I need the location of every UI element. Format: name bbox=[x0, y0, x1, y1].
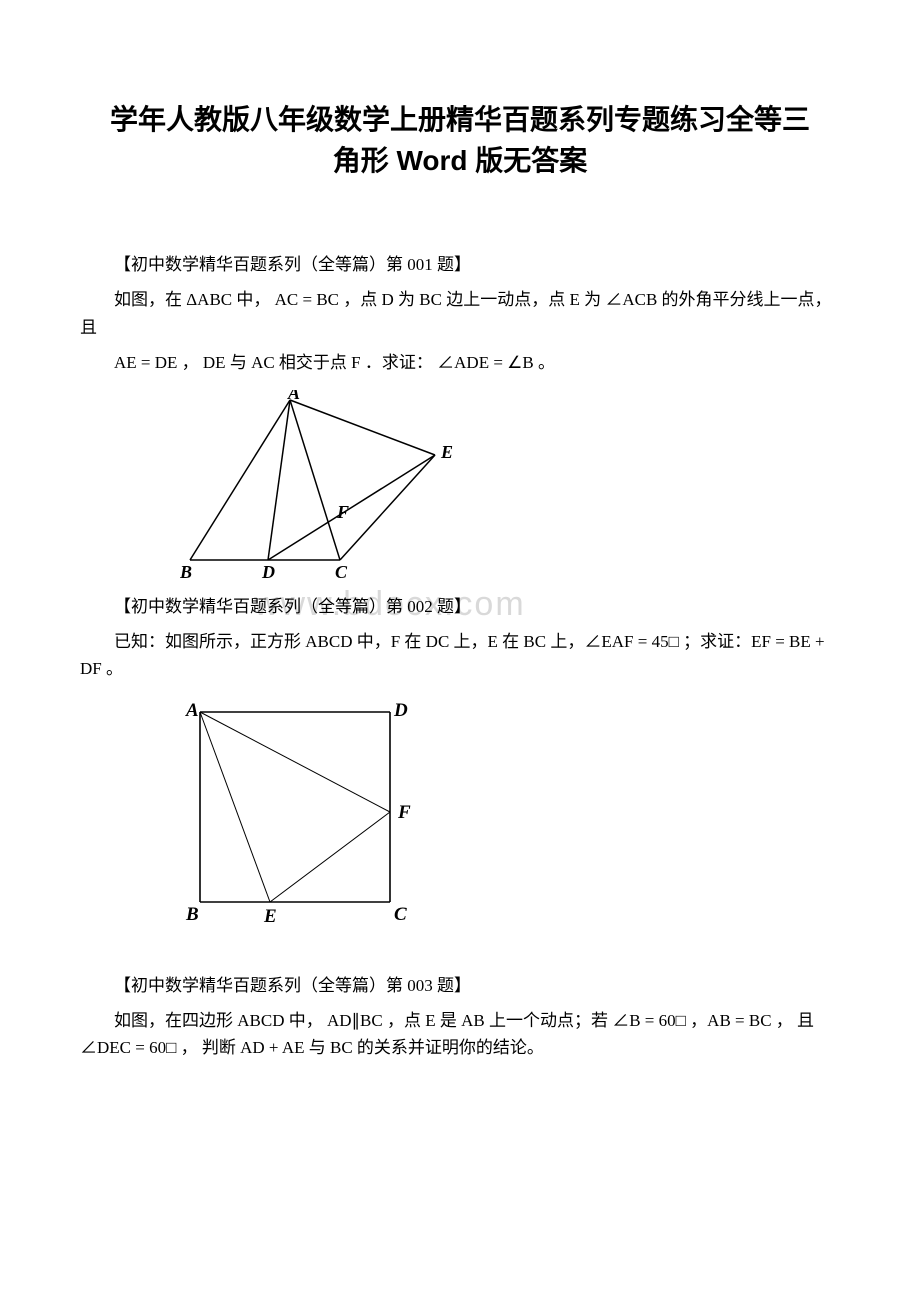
svg-text:B: B bbox=[185, 904, 199, 925]
svg-text:C: C bbox=[335, 562, 348, 580]
degree-box-3: □ bbox=[166, 1038, 176, 1057]
q002-p1: 已知：如图所示，正方形 ABCD 中，F 在 DC 上，E 在 BC 上，∠EA… bbox=[80, 628, 840, 682]
figure-1: A B C D E F bbox=[180, 390, 840, 585]
svg-text:D: D bbox=[261, 562, 275, 580]
title-line-1: 学年人教版八年级数学上册精华百题系列专题练习全等三 bbox=[110, 104, 810, 135]
q002-p1-a: 已知：如图所示，正方形 ABCD 中，F 在 DC 上，E 在 BC 上，∠EA… bbox=[114, 632, 669, 651]
q003-p1-c: ， 判断 AD + AE 与 BC 的关系并证明你的结论。 bbox=[176, 1038, 544, 1057]
svg-text:F: F bbox=[397, 802, 411, 823]
svg-text:C: C bbox=[394, 904, 407, 925]
document-title: 学年人教版八年级数学上册精华百题系列专题练习全等三 角形 Word 版无答案 bbox=[80, 100, 840, 181]
figure-2-svg: A D B C E F bbox=[180, 697, 430, 927]
degree-box-1: □ bbox=[669, 632, 679, 651]
svg-text:B: B bbox=[180, 562, 192, 580]
figure-2: A D B C E F bbox=[180, 697, 840, 932]
q001-p1: 如图，在 ΔABC 中， AC = BC ，点 D 为 BC 边上一动点，点 E… bbox=[80, 286, 840, 340]
q003-p1: 如图，在四边形 ABCD 中， AD∥BC ，点 E 是 AB 上一个动点；若 … bbox=[80, 1007, 840, 1061]
q001-header: 【初中数学精华百题系列（全等篇）第 001 题】 bbox=[80, 251, 840, 278]
figure-1-svg: A B C D E F bbox=[180, 390, 480, 580]
q002-header: 【初中数学精华百题系列（全等篇）第 002 题】 bbox=[114, 597, 471, 616]
q001-p2: AE = DE ， DE 与 AC 相交于点 F ．求证： ∠ADE = ∠B … bbox=[80, 349, 840, 376]
svg-text:E: E bbox=[263, 906, 277, 927]
svg-text:A: A bbox=[287, 390, 300, 403]
title-line-2: 角形 Word 版无答案 bbox=[333, 145, 588, 176]
q003-header: 【初中数学精华百题系列（全等篇）第 003 题】 bbox=[80, 972, 840, 999]
svg-text:F: F bbox=[336, 502, 349, 522]
svg-text:E: E bbox=[440, 442, 453, 462]
svg-text:D: D bbox=[393, 700, 408, 721]
svg-text:A: A bbox=[185, 700, 199, 721]
q003-p1-a: 如图，在四边形 ABCD 中， AD∥BC ，点 E 是 AB 上一个动点；若 … bbox=[114, 1011, 676, 1030]
degree-box-2: □ bbox=[676, 1011, 686, 1030]
